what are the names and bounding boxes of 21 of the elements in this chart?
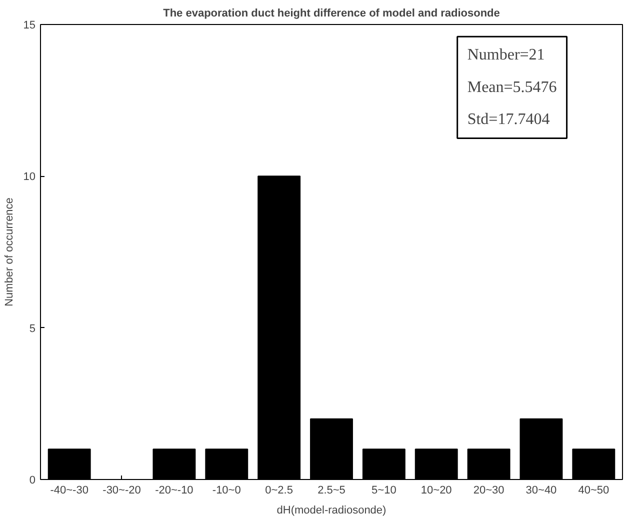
x-tick-label: -10~0 bbox=[212, 484, 241, 496]
x-tick-label: 40~50 bbox=[578, 484, 610, 496]
x-tick-label: -20~-10 bbox=[155, 484, 194, 496]
x-tick-label: 20~30 bbox=[473, 484, 504, 496]
x-tick-label: 10~20 bbox=[420, 484, 452, 496]
y-tick-label: 10 bbox=[23, 171, 36, 184]
y-axis-title: Number of occurrence bbox=[3, 198, 16, 306]
x-tick-label: 2.5~5 bbox=[318, 484, 346, 496]
annotation: Number=21 bbox=[467, 46, 545, 64]
chart-title: The evaporation duct height difference of model and radiosonde bbox=[163, 8, 500, 20]
x-tick-label: -40~-30 bbox=[50, 484, 88, 496]
x-tick-label: 30~40 bbox=[526, 484, 557, 496]
x-tick-label: -30~-20 bbox=[102, 484, 141, 496]
x-tick-label: 5~10 bbox=[372, 484, 396, 496]
annotation: Mean=5.5476 bbox=[467, 78, 557, 96]
annotation: Std=17.7404 bbox=[467, 111, 550, 128]
y-tick-label: 5 bbox=[29, 322, 36, 335]
x-tick-label: 0~2.5 bbox=[265, 484, 293, 496]
y-tick-label: 15 bbox=[23, 20, 36, 32]
y-tick-label: 0 bbox=[29, 474, 36, 486]
x-axis-title: dH(model-radiosonde) bbox=[276, 504, 386, 516]
